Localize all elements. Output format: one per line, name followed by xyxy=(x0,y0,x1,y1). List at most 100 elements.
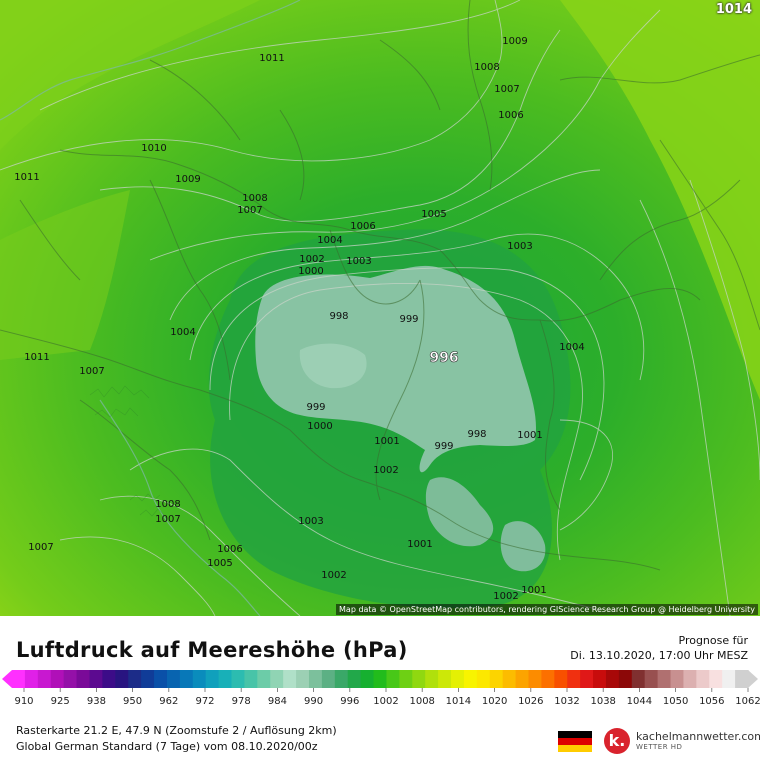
forecast-label: Prognose für xyxy=(678,634,749,647)
legend-swatch xyxy=(270,670,284,688)
legend-swatch xyxy=(412,670,426,688)
legend-swatch xyxy=(425,670,439,688)
isobar-label: 998 xyxy=(329,311,348,322)
legend-swatch xyxy=(618,670,633,688)
legend-swatch xyxy=(205,670,220,688)
mountain-texture xyxy=(89,385,165,517)
low-pressure-core-inner xyxy=(299,343,367,389)
legend-swatch xyxy=(696,670,710,688)
legend-swatch xyxy=(515,670,530,688)
legend-swatch xyxy=(644,670,659,688)
low-center-label: 996 xyxy=(429,350,458,366)
legend-swatch xyxy=(37,670,52,688)
isobar-label: 998 xyxy=(467,429,486,440)
legend-swatch xyxy=(102,670,116,688)
legend-swatch xyxy=(399,670,413,688)
legend-label: 990 xyxy=(304,696,323,707)
legend-swatch xyxy=(554,670,568,688)
legend-swatch xyxy=(580,670,594,688)
legend-swatch xyxy=(154,670,168,688)
isobar-label: 1007 xyxy=(494,84,519,95)
isobar-label: 1007 xyxy=(237,205,262,216)
isobar-label: 1004 xyxy=(317,235,342,246)
isobar-label: 1002 xyxy=(493,591,518,602)
map-attribution[interactable]: Map data © OpenStreetMap contributors, r… xyxy=(336,604,758,615)
isobar-label: 999 xyxy=(306,402,325,413)
legend-swatch xyxy=(528,670,542,688)
kachelmann-logo-icon: k. xyxy=(604,728,630,754)
legend-swatch xyxy=(489,670,504,688)
low-pressure-lobe-southeast xyxy=(500,521,546,572)
legend-label: 1014 xyxy=(446,696,471,707)
legend-label: 938 xyxy=(87,696,106,707)
legend-label: 1032 xyxy=(554,696,579,707)
isobar-label: 1003 xyxy=(507,241,532,252)
legend-label: 1002 xyxy=(373,696,398,707)
brand-logo[interactable]: k. kachelmannwetter.com WETTER HD xyxy=(604,728,760,756)
isobar-label: 1010 xyxy=(141,143,166,154)
legend-swatch xyxy=(76,670,91,688)
isobar-label: 1001 xyxy=(407,539,432,550)
legend-swatch xyxy=(296,670,310,688)
german-flag-icon xyxy=(558,731,592,752)
legend-swatch xyxy=(128,670,142,688)
legend-label: 1056 xyxy=(699,696,724,707)
legend-swatch xyxy=(463,670,478,688)
isobar-label: 999 xyxy=(434,441,453,452)
pressure-map[interactable]: 1009 1011 1008 1007 1006 1010 1011 1009 1008 1007… xyxy=(0,0,760,616)
isobar-lines xyxy=(0,0,760,616)
isobar-label: 1009 xyxy=(502,36,527,47)
legend-label: 1044 xyxy=(627,696,652,707)
legend-swatch xyxy=(605,670,620,688)
legend-swatch xyxy=(373,670,388,688)
isobar-label: 1000 xyxy=(307,421,332,432)
legend-swatch xyxy=(283,670,297,688)
legend-label: 1038 xyxy=(590,696,615,707)
legend-swatch xyxy=(166,670,181,688)
legend-swatch xyxy=(231,670,246,688)
isobar-label: 999 xyxy=(399,314,418,325)
brand-subtitle: WETTER HD xyxy=(636,743,683,751)
legend-labels: 910 925 938 950 962 972 978 984 990 996 1002 1008 10… xyxy=(14,688,760,707)
legend-swatch xyxy=(657,670,672,688)
legend-label: 962 xyxy=(159,696,178,707)
isobar-label: 1008 xyxy=(242,193,267,204)
isobar-label: 1011 xyxy=(259,53,284,64)
legend-swatch xyxy=(502,670,517,688)
legend-swatch xyxy=(709,670,723,688)
legend-swatch xyxy=(438,670,452,688)
isobar-label: 1006 xyxy=(498,110,523,121)
legend-label: 910 xyxy=(14,696,33,707)
legend-swatch xyxy=(89,670,103,688)
legend-swatch xyxy=(593,670,607,688)
isobar-label: 1009 xyxy=(175,174,200,185)
legend-swatch xyxy=(321,670,336,688)
isobar-label: 1002 xyxy=(373,465,398,476)
legend-swatch xyxy=(179,670,194,688)
map-info-line: Rasterkarte 21.2 E, 47.9 N (Zoomstufe 2 … xyxy=(16,724,337,737)
isobar-label: 1008 xyxy=(155,499,180,510)
brand-name: kachelmannwetter.com xyxy=(636,730,760,743)
legend-swatch xyxy=(567,670,581,688)
isobar-label: 1000 xyxy=(298,266,323,277)
legend-swatch xyxy=(24,670,39,688)
pressure-band-west xyxy=(0,190,130,360)
isobar-label: 1003 xyxy=(298,516,323,527)
legend-swatch xyxy=(722,670,736,688)
isobar-label: 1003 xyxy=(346,256,371,267)
legend-swatch xyxy=(683,670,697,688)
legend-swatch xyxy=(347,670,362,688)
legend-label: 984 xyxy=(268,696,287,707)
corner-pressure-value: 1014 xyxy=(715,2,752,17)
legend-swatch xyxy=(50,670,65,688)
legend-swatch xyxy=(12,670,26,688)
isobar-label: 1011 xyxy=(14,172,39,183)
legend-swatch xyxy=(360,670,375,688)
legend-swatch xyxy=(218,670,233,688)
legend-color-bar xyxy=(2,670,758,688)
isobar-label: 1004 xyxy=(170,327,195,338)
legend-swatch xyxy=(115,670,129,688)
legend-swatch xyxy=(63,670,78,688)
